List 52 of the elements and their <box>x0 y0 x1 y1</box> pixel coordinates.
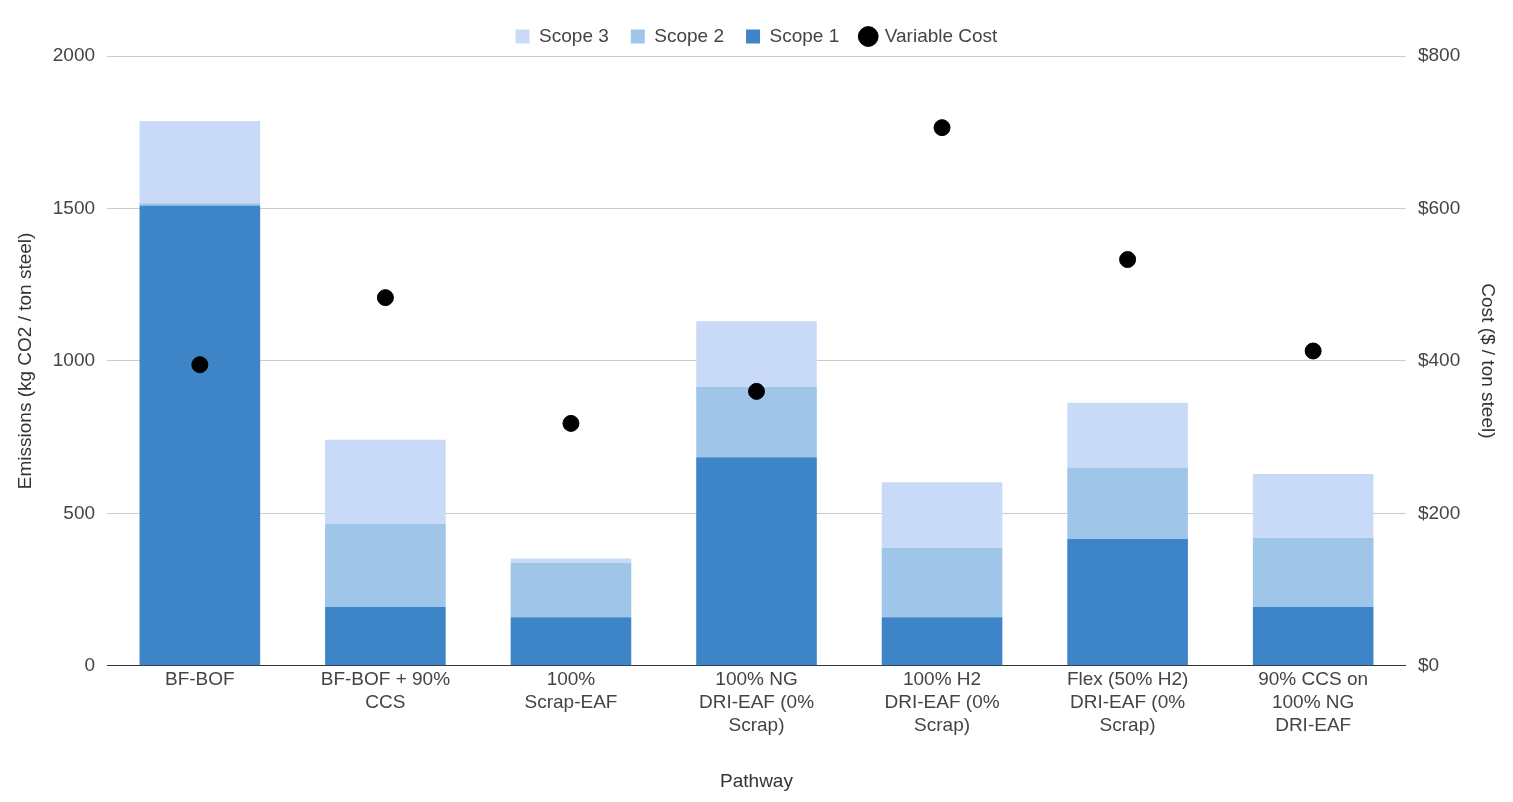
x-axis-title: Pathway <box>720 769 794 791</box>
point <box>933 119 951 137</box>
x-tick-label: 100% NG DRI-EAF (0% Scrap) <box>698 668 815 736</box>
point <box>1119 251 1137 269</box>
y2-axis-title: Cost ($ / ton steel) <box>1478 283 1500 439</box>
bar <box>881 617 1003 666</box>
bar <box>510 617 632 666</box>
x-tick-label: BF-BOF <box>165 668 235 690</box>
y-axis-title: Emissions (kg CO2 / ton steel) <box>13 232 35 490</box>
y-tick-label: 1500 <box>52 196 96 218</box>
bar <box>325 606 446 666</box>
y2-tick-label: $800 <box>1417 44 1461 66</box>
x-tick-label: 100% Scrap-EAF <box>524 668 618 713</box>
bar <box>139 205 261 666</box>
y-tick-label: 0 <box>84 654 96 676</box>
x-tick-label: 90% CCS on 100% NG DRI-EAF <box>1258 668 1369 736</box>
legend-label: Scope 1 <box>769 24 840 46</box>
bar <box>881 482 1003 549</box>
legend-label: Variable Cost <box>884 24 999 46</box>
bar <box>1252 537 1374 607</box>
point <box>1304 342 1322 360</box>
bar <box>881 548 1003 618</box>
bar <box>696 321 817 388</box>
x-tick-label: 100% H2 DRI-EAF (0% Scrap) <box>884 668 1000 736</box>
point <box>191 356 209 374</box>
y2-tick-label: $600 <box>1417 196 1461 218</box>
x-tick-label: BF-BOF + 90% CCS <box>320 668 451 713</box>
bar <box>139 203 261 206</box>
bar <box>1252 606 1374 666</box>
bar <box>1067 402 1188 468</box>
bar <box>139 120 261 204</box>
y2-tick-label: $0 <box>1417 654 1440 676</box>
point <box>748 382 765 400</box>
bar <box>1252 474 1374 538</box>
bar <box>1067 538 1188 666</box>
y-tick-label: 1000 <box>52 349 96 371</box>
point <box>562 414 580 432</box>
bar <box>696 387 817 458</box>
y2-tick-label: $400 <box>1417 349 1461 371</box>
bar <box>510 558 632 563</box>
x-tick-label: Flex (50% H2) DRI-EAF (0% Scrap) <box>1066 668 1189 736</box>
bar <box>325 523 446 607</box>
bar <box>696 457 817 666</box>
bar <box>325 439 446 524</box>
point <box>376 289 394 307</box>
y2-tick-label: $200 <box>1417 501 1461 523</box>
bar <box>510 562 632 618</box>
bar <box>1067 467 1188 539</box>
legend-label: Scope 2 <box>654 24 725 46</box>
y-tick-label: 2000 <box>52 44 96 66</box>
legend-label: Scope 3 <box>539 24 609 46</box>
y-tick-label: 500 <box>63 501 96 523</box>
